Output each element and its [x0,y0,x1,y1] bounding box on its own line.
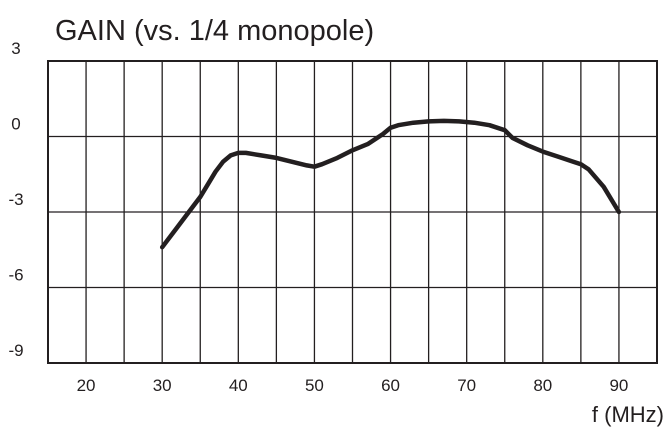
plot-frame [47,60,658,364]
data-point [215,171,216,173]
grid [48,61,657,363]
x-tick-label: 90 [609,376,628,395]
data-point [412,122,414,124]
data-point [245,152,247,154]
data-point [489,124,490,126]
data-point [618,211,620,213]
chart-title: GAIN (vs. 1/4 monopole) [55,15,374,47]
data-point [511,137,513,139]
x-tick-label: 50 [305,376,324,395]
x-tick-label: 30 [153,376,172,395]
y-tick-label: -3 [8,190,23,209]
data-point [603,186,605,188]
x-axis-label: f (MHz) [592,402,664,427]
x-tick-label: 70 [457,376,476,395]
y-tick-label: -9 [8,341,23,360]
data-point [352,149,353,151]
data-point [458,120,460,122]
data-point [336,157,338,159]
y-tick-label: 0 [11,115,20,134]
curve-layer [159,118,622,250]
x-tick-label: 20 [77,376,96,395]
data-point [230,154,232,156]
data-point [260,154,262,156]
data-point [275,157,277,159]
data-point [428,120,430,122]
data-point [572,161,574,163]
data-point [367,143,369,145]
data-point [306,164,308,166]
x-tick-label: 60 [381,376,400,395]
y-tick-label: 3 [11,39,20,58]
x-tick-label: 80 [533,376,552,395]
data-point [443,120,445,122]
data-point [382,133,384,135]
data-point [222,161,224,163]
data-point [176,226,178,228]
data-point [390,127,392,129]
data-point [313,166,315,168]
data-point [588,168,589,170]
data-point [207,183,209,185]
data-point [473,122,475,124]
data-point [504,129,506,131]
data-point [192,206,194,208]
x-ticks: 20 30 40 50 60 70 80 90 [77,376,629,395]
y-tick-label: -6 [8,266,23,285]
data-point [237,152,239,154]
data-point [527,144,529,146]
data-point [321,163,323,165]
data-point [397,124,399,126]
data-point [199,196,201,198]
y-ticks: 3 0 -3 -6 -9 [8,39,23,360]
data-point [542,151,544,153]
data-point [580,163,582,165]
data-point [291,161,293,163]
gain-curve [159,118,622,250]
data-point [557,156,559,158]
x-tick-label: 40 [229,376,248,395]
data-point [161,246,163,248]
